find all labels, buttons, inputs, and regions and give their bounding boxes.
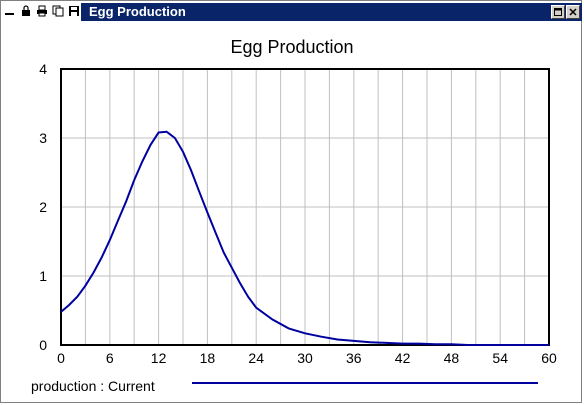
x-tick-label: 54 bbox=[492, 350, 508, 366]
x-tick-label: 0 bbox=[57, 350, 65, 366]
y-tick-label: 0 bbox=[39, 337, 47, 353]
x-axis: 0 6 12 18 24 30 36 42 48 54 60 bbox=[57, 350, 557, 366]
title-bar: Egg Production bbox=[2, 3, 582, 21]
y-tick-label: 3 bbox=[39, 130, 47, 146]
lock-icon[interactable] bbox=[20, 5, 32, 17]
x-tick-label: 18 bbox=[200, 350, 216, 366]
series-line-production bbox=[60, 130, 549, 346]
window-title: Egg Production bbox=[89, 4, 186, 19]
chart-title: Egg Production bbox=[230, 37, 353, 57]
maximize-icon bbox=[554, 8, 562, 16]
print-icon[interactable] bbox=[36, 5, 48, 17]
legend-label: production : Current bbox=[31, 378, 155, 394]
x-tick-label: 36 bbox=[346, 350, 362, 366]
y-tick-label: 4 bbox=[39, 61, 47, 77]
x-tick-label: 42 bbox=[395, 350, 411, 366]
close-button[interactable] bbox=[566, 5, 580, 19]
x-tick-label: 60 bbox=[541, 350, 557, 366]
maximize-button[interactable] bbox=[551, 5, 565, 19]
x-tick-label: 30 bbox=[297, 350, 313, 366]
copy-icon[interactable] bbox=[52, 5, 64, 17]
y-axis: 0 1 2 3 4 bbox=[39, 61, 47, 353]
grid bbox=[61, 69, 549, 345]
y-tick-label: 2 bbox=[39, 199, 47, 215]
save-icon[interactable] bbox=[68, 5, 80, 17]
x-tick-label: 48 bbox=[444, 350, 460, 366]
plot-frame bbox=[60, 68, 550, 346]
x-tick-label: 24 bbox=[248, 350, 264, 366]
minimize-icon[interactable] bbox=[4, 5, 16, 17]
x-tick-label: 12 bbox=[151, 350, 167, 366]
title-strip: Egg Production bbox=[81, 3, 582, 21]
y-tick-label: 1 bbox=[39, 268, 47, 284]
close-icon bbox=[569, 8, 577, 16]
x-tick-label: 6 bbox=[106, 350, 114, 366]
